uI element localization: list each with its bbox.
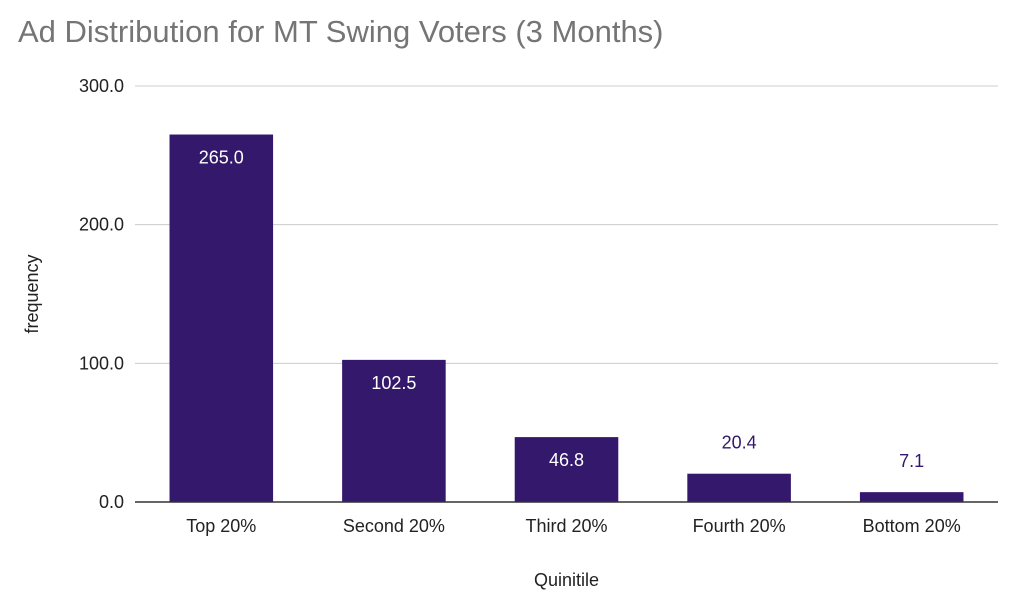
x-tick-label: Bottom 20% bbox=[863, 516, 961, 536]
bar bbox=[169, 134, 274, 503]
bars bbox=[169, 134, 964, 503]
x-axis-title: Quinitile bbox=[534, 570, 599, 590]
bar bbox=[342, 359, 446, 502]
data-labels: 265.0 102.5 46.8 20.4 7.1 bbox=[199, 148, 924, 472]
bar bbox=[687, 473, 791, 502]
x-axis-ticks: Top 20% Second 20% Third 20% Fourth 20% Bott… bbox=[186, 516, 960, 536]
y-tick-label: 300.0 bbox=[79, 76, 124, 96]
y-tick-label: 100.0 bbox=[79, 353, 124, 373]
x-tick-label: Third 20% bbox=[525, 516, 607, 536]
data-label: 102.5 bbox=[371, 373, 416, 393]
y-axis-title: frequency bbox=[22, 254, 42, 333]
x-tick-label: Second 20% bbox=[343, 516, 445, 536]
bar bbox=[514, 437, 619, 502]
chart-title: Ad Distribution for MT Swing Voters (3 M… bbox=[18, 14, 664, 49]
y-tick-label: 200.0 bbox=[79, 215, 124, 235]
data-label: 265.0 bbox=[199, 148, 244, 168]
data-label: 7.1 bbox=[899, 451, 924, 471]
x-tick-label: Fourth 20% bbox=[693, 516, 786, 536]
y-axis-ticks: 0.0 100.0 200.0 300.0 bbox=[79, 76, 124, 512]
data-label: 46.8 bbox=[549, 450, 584, 470]
bar bbox=[859, 492, 964, 502]
x-tick-label: Top 20% bbox=[186, 516, 256, 536]
data-label: 20.4 bbox=[722, 433, 757, 453]
gridlines bbox=[135, 85, 998, 364]
y-tick-label: 0.0 bbox=[99, 492, 124, 512]
